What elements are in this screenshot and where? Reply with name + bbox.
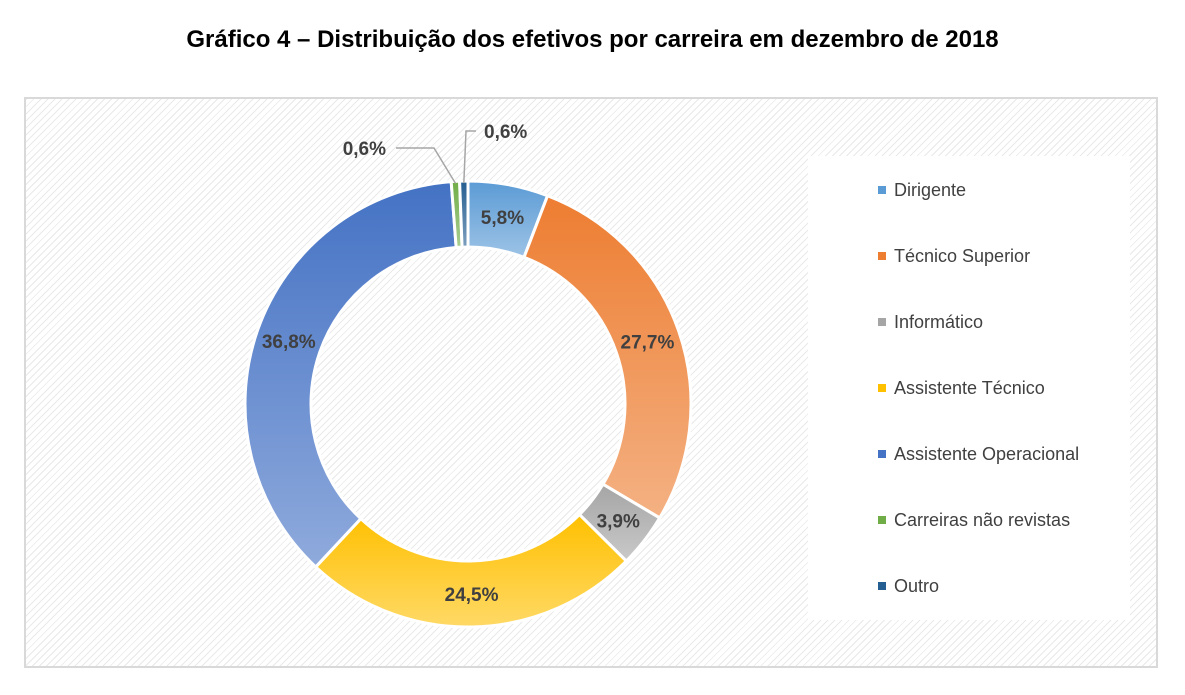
legend-label: Assistente Operacional bbox=[894, 443, 1080, 464]
legend-swatch bbox=[878, 318, 886, 326]
slice-outro bbox=[458, 179, 470, 249]
legend: Dirigente Técnico Superior Informático Assi… bbox=[808, 156, 1130, 620]
slice-assistente-tecnico bbox=[313, 512, 629, 629]
legend-item-dirigente: Dirigente bbox=[878, 178, 966, 202]
data-label-assistente-operacional: 36,8% bbox=[262, 332, 316, 353]
legend-item-tecnico-superior: Técnico Superior bbox=[878, 244, 1030, 268]
data-label-dirigente: 5,8% bbox=[481, 208, 524, 229]
data-label-outro: 0,6% bbox=[484, 122, 527, 143]
legend-swatch bbox=[878, 516, 886, 524]
legend-label: Dirigente bbox=[894, 179, 967, 200]
chart-title: Gráfico 4 – Distribuição dos efetivos po… bbox=[186, 26, 999, 53]
leader-line-carreiras-nao-revistas bbox=[396, 147, 457, 184]
legend-item-assistente-tecnico: Assistente Técnico bbox=[878, 376, 1045, 400]
legend-swatch bbox=[878, 252, 886, 260]
legend-item-carreiras-nao-revistas: Carreiras não revistas bbox=[878, 508, 1070, 532]
legend-swatch bbox=[878, 450, 886, 458]
legend-label: Carreiras não revistas bbox=[894, 509, 1071, 530]
leader-line-outro bbox=[463, 130, 476, 184]
data-label-assistente-tecnico: 24,5% bbox=[445, 585, 499, 606]
legend-item-assistente-operacional: Assistente Operacional bbox=[878, 442, 1079, 466]
legend-swatch bbox=[878, 186, 886, 194]
slice-assistente-operacional bbox=[243, 180, 458, 570]
legend-swatch bbox=[878, 582, 886, 590]
slice-tecnico-superior bbox=[522, 193, 693, 520]
data-label-carreiras-nao-revistas: 0,6% bbox=[343, 139, 386, 160]
legend-label: Informático bbox=[894, 311, 984, 332]
data-label-informatico: 3,9% bbox=[597, 511, 640, 532]
legend-item-informatico: Informático bbox=[878, 310, 983, 334]
data-label-tecnico-superior: 27,7% bbox=[621, 333, 675, 354]
legend-label: Outro bbox=[894, 575, 940, 596]
legend-swatch bbox=[878, 384, 886, 392]
legend-label: Assistente Técnico bbox=[894, 377, 1045, 398]
legend-item-outro: Outro bbox=[878, 574, 939, 598]
legend-label: Técnico Superior bbox=[894, 245, 1031, 266]
